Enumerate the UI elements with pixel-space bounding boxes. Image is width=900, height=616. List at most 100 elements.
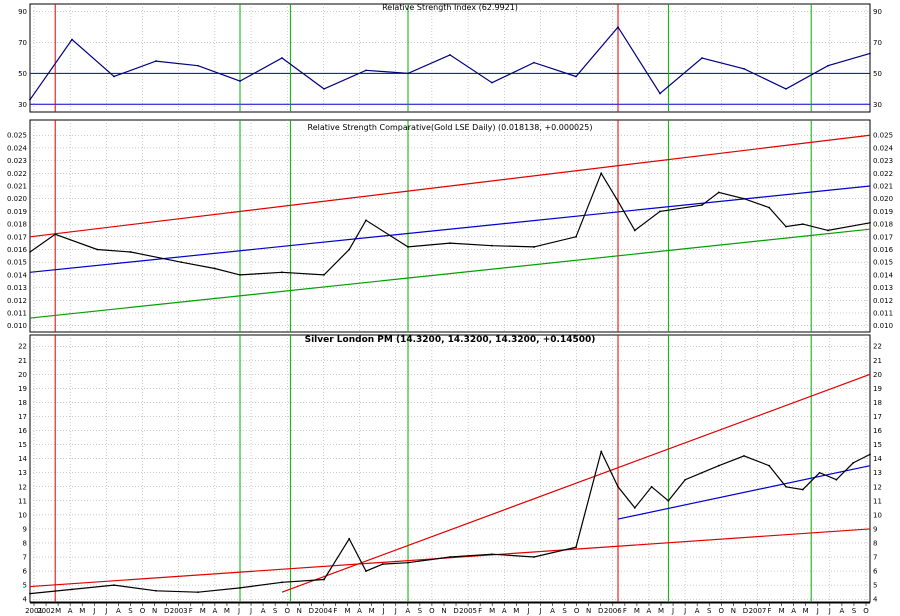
y-tick-label-right: 0.013 — [873, 284, 893, 292]
y-tick-label-left: 11 — [18, 497, 27, 505]
data-point — [407, 561, 409, 564]
x-tick-label: J — [394, 607, 397, 615]
y-tick-label-left: 16 — [18, 427, 27, 435]
y-tick-label-left: 0.020 — [7, 195, 27, 203]
data-point — [768, 206, 771, 209]
y-tick-label-right: 0.014 — [873, 271, 894, 279]
x-tick-label: M — [634, 607, 640, 615]
data-point — [348, 248, 351, 251]
y-tick-label-right: 8 — [873, 539, 877, 547]
data-point — [659, 92, 661, 95]
y-tick-label-right: 0.016 — [873, 246, 894, 254]
y-tick-label-left: 13 — [18, 469, 27, 477]
x-tick-label: S — [852, 607, 857, 615]
panel-title: Relative Strength Comparative(Gold LSE D… — [308, 123, 593, 132]
data-point — [617, 200, 619, 203]
data-point — [54, 233, 57, 236]
x-tick-label: D — [453, 607, 458, 615]
data-point — [29, 251, 31, 253]
data-point — [323, 87, 325, 90]
x-tick-label: N — [152, 607, 157, 615]
data-point — [113, 75, 115, 78]
y-tick-label-right: 70 — [873, 39, 882, 47]
y-tick-label-right: 0.020 — [873, 195, 893, 203]
y-tick-label-left: 0.024 — [7, 144, 28, 152]
data-point — [96, 248, 99, 251]
y-tick-label-right: 9 — [873, 525, 877, 533]
x-tick-label: A — [357, 607, 362, 615]
y-tick-label-left: 0.014 — [7, 271, 28, 279]
y-tick-label-left: 5 — [23, 582, 27, 590]
data-point — [29, 98, 31, 101]
x-tick-label: O — [429, 607, 435, 615]
x-tick-label: A — [405, 607, 410, 615]
trendline — [29, 185, 871, 273]
data-point — [785, 485, 787, 488]
data-point — [449, 54, 451, 56]
x-tick-label: D — [743, 607, 748, 615]
data-point — [323, 273, 325, 276]
panel-title: Silver London PM (14.3200, 14.3200, 14.3… — [305, 335, 596, 345]
data-point — [281, 271, 283, 274]
x-tick-label: A — [212, 607, 217, 615]
data-point — [717, 464, 720, 467]
data-point — [659, 210, 661, 213]
data-point — [29, 592, 31, 595]
x-tick-label: F — [478, 607, 482, 615]
y-tick-label-left: 0.010 — [7, 322, 27, 330]
data-point — [743, 454, 745, 457]
x-tick-label: D — [164, 607, 169, 615]
data-point — [633, 506, 636, 509]
y-tick-label-right: 0.021 — [873, 183, 893, 191]
x-tick-label: M — [779, 607, 785, 615]
x-tick-label: M — [224, 607, 230, 615]
y-tick-label-right: 20 — [873, 371, 882, 379]
trendline — [29, 134, 871, 238]
y-tick-label-right: 0.025 — [873, 132, 893, 140]
panel-title: Relative Strength Index (62.9921) — [382, 3, 518, 12]
y-tick-label-right: 30 — [873, 101, 882, 109]
x-tick-label: F — [189, 607, 193, 615]
y-tick-label-right: 15 — [873, 441, 882, 449]
y-tick-label-left: 12 — [18, 483, 27, 491]
data-point — [801, 223, 804, 225]
panel-frame — [29, 3, 871, 113]
y-tick-label-right: 22 — [873, 343, 882, 351]
x-tick-label: 2007 — [749, 607, 767, 615]
y-tick-label-left: 9 — [23, 525, 27, 533]
x-tick-label: M — [489, 607, 495, 615]
data-point — [239, 273, 241, 276]
x-tick-label: D — [598, 607, 603, 615]
y-tick-label-left: 0.022 — [7, 170, 27, 178]
x-tick-label: S — [128, 607, 133, 615]
y-tick-label-left: 15 — [18, 441, 27, 449]
x-tick-label: J — [237, 607, 240, 615]
data-point — [113, 584, 115, 587]
data-point — [365, 219, 367, 222]
y-tick-label-left: 0.023 — [7, 157, 27, 165]
y-tick-label-right: 0.019 — [873, 208, 893, 216]
y-tick-label-right: 13 — [873, 469, 882, 477]
y-tick-label-left: 18 — [18, 399, 27, 407]
y-tick-label-left: 10 — [18, 511, 27, 519]
x-tick-label: M — [55, 607, 61, 615]
x-tick-label: J — [816, 607, 819, 615]
data-point — [768, 464, 771, 467]
data-point — [600, 172, 603, 175]
data-point — [743, 67, 745, 70]
x-tick-label: A — [695, 607, 700, 615]
data-point — [827, 229, 829, 232]
y-tick-label-right: 17 — [873, 413, 882, 421]
data-point — [491, 81, 493, 84]
y-tick-label-left: 20 — [18, 371, 27, 379]
data-point — [180, 261, 183, 264]
y-tick-label-right: 18 — [873, 399, 882, 407]
y-tick-label-right: 0.018 — [873, 221, 893, 229]
y-tick-label-right: 16 — [873, 427, 882, 435]
x-tick-label: M — [803, 607, 809, 615]
y-tick-label-right: 21 — [873, 357, 882, 365]
x-tick-label: 2001 — [25, 607, 43, 615]
x-tick-label: M — [79, 607, 85, 615]
data-point — [407, 72, 409, 75]
data-point — [617, 485, 619, 488]
